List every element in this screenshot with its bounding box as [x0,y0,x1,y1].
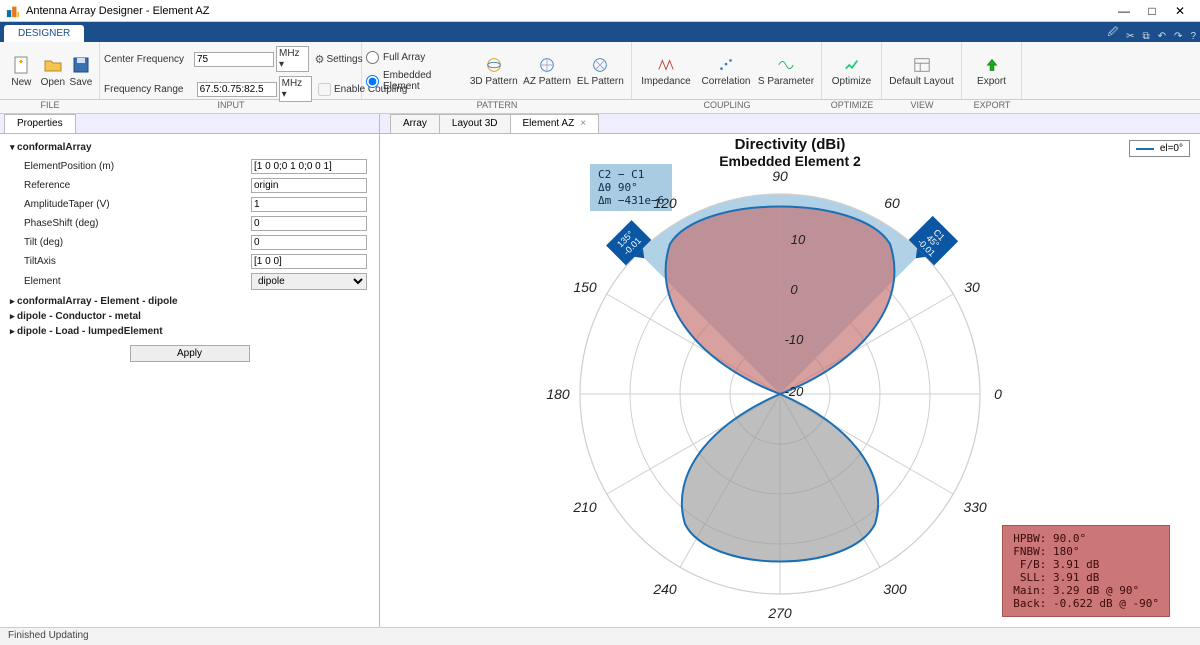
prop-amplitude-label: AmplitudeTaper (V) [10,195,249,214]
window-title: Antenna Array Designer - Element AZ [26,5,209,17]
svg-text:120: 120 [653,195,677,211]
svg-text:10: 10 [791,232,806,247]
export-button[interactable]: Export [966,56,1017,87]
properties-panel: Properties conformalArray ElementPositio… [0,114,380,627]
tab-array[interactable]: Array [390,114,440,133]
polar-plot[interactable]: Directivity (dBi) Embedded Element 2 el=… [380,134,1200,627]
quick-info-icon[interactable]: ? [1186,31,1200,42]
prop-element-select[interactable]: dipole [251,273,367,290]
ribbon: New Open Save Center Frequency MHz ▾ ⚙ S… [0,42,1200,100]
3d-pattern-button[interactable]: 3D Pattern [467,56,520,87]
section-element-dipole[interactable]: conformalArray - Element - dipole [10,296,369,307]
app-logo [6,4,20,18]
tab-element-az[interactable]: Element AZ× [510,114,600,133]
section-load[interactable]: dipole - Load - lumpedElement [10,326,369,337]
default-layout-button[interactable]: Default Layout [886,56,957,87]
quick-help-icon[interactable]: 🖉 [1103,25,1122,42]
svg-text:210: 210 [572,499,597,515]
prop-reference-input[interactable] [251,178,367,193]
titlebar: Antenna Array Designer - Element AZ — □ … [0,0,1200,22]
svg-text:300: 300 [883,581,907,597]
prop-tilt-input[interactable] [251,235,367,250]
optimize-button[interactable]: Optimize [826,56,877,87]
group-coupling: Impedance Correlation S Parameter [632,42,822,99]
open-button[interactable]: Open [39,50,67,94]
az-pattern-button[interactable]: AZ Pattern [520,56,573,87]
group-pattern: Full Array Embedded Element 3D Pattern A… [362,42,632,99]
freq-range-label: Frequency Range [104,84,197,95]
tab-layout3d[interactable]: Layout 3D [439,114,511,133]
correlation-button[interactable]: Correlation [696,56,756,87]
svg-text:270: 270 [767,605,792,621]
settings-icon[interactable]: ⚙ [315,53,325,66]
impedance-button[interactable]: Impedance [636,56,696,87]
prop-element-label: Element [10,271,249,292]
full-array-radio[interactable]: Full Array [366,51,459,64]
svg-text:-10: -10 [785,332,805,347]
plot-panel: Array Layout 3D Element AZ× Directivity … [380,114,1200,627]
quick-undo-icon[interactable]: ↶ [1154,31,1170,42]
prop-elementposition-input[interactable] [251,159,367,174]
minimize-button[interactable]: — [1110,4,1138,18]
center-freq-input[interactable] [194,52,274,67]
group-optimize: Optimize [822,42,882,99]
group-input: Center Frequency MHz ▾ ⚙ Settings Freque… [100,42,362,99]
quick-cut-icon[interactable]: ✂ [1122,31,1138,42]
tab-designer[interactable]: DESIGNER [4,25,84,42]
prop-tilt-label: Tilt (deg) [10,233,249,252]
quick-copy-icon[interactable]: ⧉ [1139,31,1154,42]
svg-text:60: 60 [884,195,900,211]
ribbon-tabstrip: DESIGNER 🖉 ✂ ⧉ ↶ ↷ ? [0,22,1200,42]
center-freq-label: Center Frequency [104,54,194,65]
center-freq-unit[interactable]: MHz ▾ [276,46,309,72]
sparam-button[interactable]: S Parameter [756,56,816,87]
prop-phase-label: PhaseShift (deg) [10,214,249,233]
section-conformalarray[interactable]: conformalArray [10,142,369,153]
maximize-button[interactable]: □ [1138,4,1166,18]
save-button[interactable]: Save [67,50,95,94]
close-button[interactable]: ✕ [1166,4,1194,18]
freq-range-unit[interactable]: MHz ▾ [279,76,312,102]
settings-label[interactable]: Settings [326,54,362,65]
freq-range-input[interactable] [197,82,277,97]
group-file: New Open Save [0,42,100,99]
svg-text:180: 180 [546,386,570,402]
close-tab-icon[interactable]: × [580,118,586,129]
new-button[interactable]: New [4,50,39,94]
svg-text:330: 330 [963,499,987,515]
prop-tiltaxis-label: TiltAxis [10,252,249,271]
prop-elementposition-label: ElementPosition (m) [10,157,249,176]
section-conductor[interactable]: dipole - Conductor - metal [10,311,369,322]
prop-amplitude-input[interactable] [251,197,367,212]
status-bar: Finished Updating [0,627,1200,645]
group-view: Default Layout [882,42,962,99]
quick-redo-icon[interactable]: ↷ [1170,31,1186,42]
apply-button[interactable]: Apply [130,345,250,362]
svg-text:0: 0 [790,282,798,297]
svg-text:30: 30 [964,279,980,295]
polar-svg: 90 60 30 0 330 300 270 240 210 180 150 1… [380,134,1200,628]
properties-tab[interactable]: Properties [4,114,76,133]
prop-tiltaxis-input[interactable] [251,254,367,269]
ribbon-group-labels: FILE INPUT PATTERN COUPLING OPTIMIZE VIE… [0,100,1200,114]
svg-text:240: 240 [652,581,677,597]
svg-text:-20: -20 [785,384,805,399]
prop-reference-label: Reference [10,176,249,195]
svg-text:150: 150 [573,279,597,295]
el-pattern-button[interactable]: EL Pattern [574,56,627,87]
group-export: Export [962,42,1022,99]
embedded-radio[interactable]: Embedded Element [366,70,459,92]
svg-text:0: 0 [994,386,1002,402]
svg-text:90: 90 [772,168,788,184]
prop-phase-input[interactable] [251,216,367,231]
